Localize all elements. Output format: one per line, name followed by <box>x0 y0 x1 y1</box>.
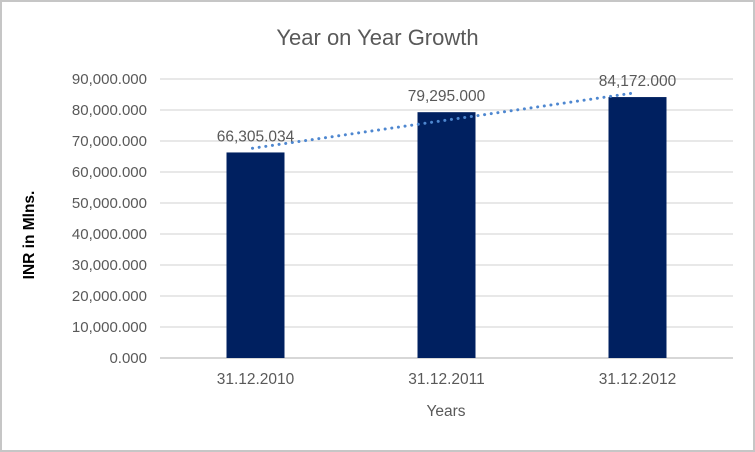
bar-value-label: 84,172.000 <box>599 73 677 90</box>
y-axis-title: INR in Mlns. <box>21 191 38 280</box>
y-tick-label: 30,000.000 <box>72 257 147 274</box>
bar-value-labels: 66,305.034 79,295.000 84,172.000 <box>217 73 677 145</box>
y-tick-label: 70,000.000 <box>72 133 147 150</box>
x-tick-label: 31.12.2010 <box>217 371 295 388</box>
y-tick-label: 60,000.000 <box>72 164 147 181</box>
x-axis-tick-labels: 31.12.2010 31.12.2011 31.12.2012 <box>217 371 677 388</box>
y-tick-label: 0.000 <box>109 350 147 367</box>
y-tick-label: 50,000.000 <box>72 195 147 212</box>
y-tick-label: 10,000.000 <box>72 319 147 336</box>
trendline <box>251 91 636 150</box>
bar <box>417 112 476 358</box>
trendline-dotted-line <box>251 91 636 150</box>
y-axis-tick-labels: 0.000 10,000.000 20,000.000 30,000.000 40,00… <box>72 71 147 367</box>
bar <box>608 97 667 358</box>
x-axis-title: Years <box>426 403 465 420</box>
chart-title: Year on Year Growth <box>276 25 478 50</box>
x-tick-label: 31.12.2012 <box>599 371 677 388</box>
bar-value-label: 66,305.034 <box>217 128 295 145</box>
bar <box>226 152 285 358</box>
y-tick-label: 20,000.000 <box>72 288 147 305</box>
x-tick-label: 31.12.2011 <box>408 371 484 388</box>
y-tick-label: 90,000.000 <box>72 71 147 88</box>
bar-value-label: 79,295.000 <box>408 88 486 105</box>
y-tick-label: 80,000.000 <box>72 102 147 119</box>
y-tick-label: 40,000.000 <box>72 226 147 243</box>
bar-series <box>226 97 667 358</box>
